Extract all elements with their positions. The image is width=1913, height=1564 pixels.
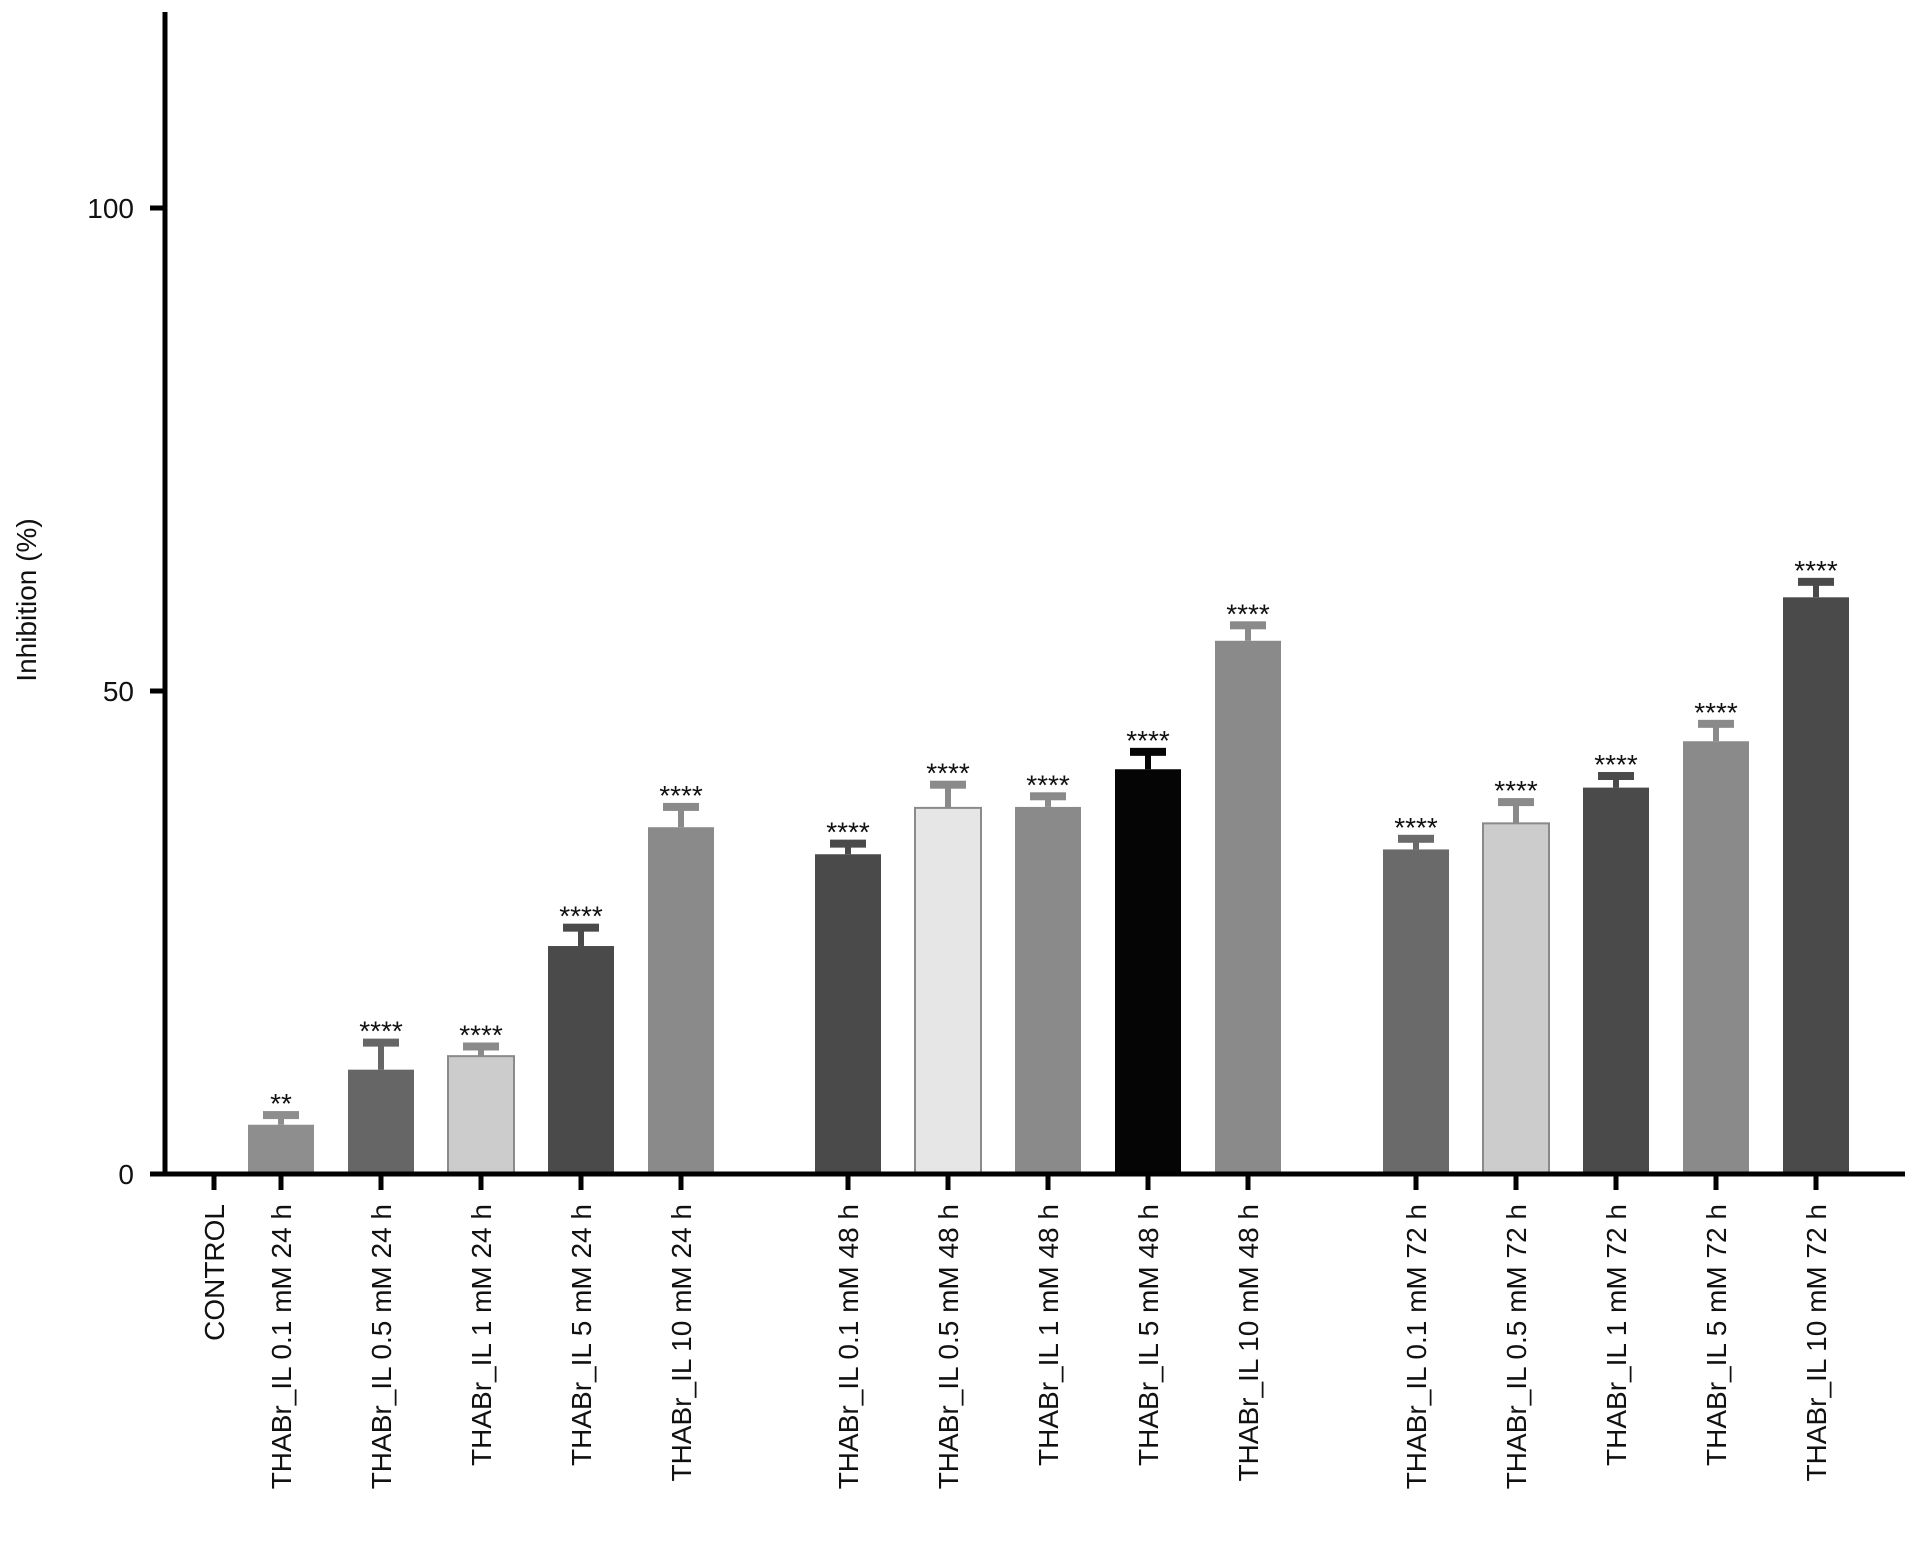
error-bar-cap	[930, 780, 966, 789]
bar	[815, 854, 881, 1174]
category-label: THABr_IL 0.1 mM 72 h	[1401, 1204, 1432, 1489]
significance-label: **	[270, 1088, 292, 1119]
category-label: THABr_IL 0.5 mM 24 h	[366, 1204, 397, 1489]
bar	[447, 1055, 515, 1175]
x-ticks-layer	[211, 1174, 1819, 1190]
y-axis-title: Inhibition (%)	[11, 518, 42, 681]
significance-label: ****	[1694, 697, 1738, 728]
significance-label: ****	[926, 758, 970, 789]
bar	[914, 806, 982, 1175]
significance-label: ****	[659, 780, 703, 811]
category-label: THABr_IL 10 mM 72 h	[1801, 1204, 1832, 1482]
error-bar-cap	[1398, 834, 1434, 843]
bar	[648, 827, 714, 1174]
error-bar-cap	[1230, 621, 1266, 630]
category-label: THABr_IL 10 mM 24 h	[666, 1204, 697, 1482]
significance-label: ****	[826, 817, 870, 848]
category-label: THABr_IL 1 mM 72 h	[1601, 1204, 1632, 1466]
y-tick-label: 50	[103, 676, 134, 707]
category-label: CONTROL	[199, 1204, 230, 1341]
bar	[1115, 769, 1181, 1174]
error-bar-cap	[563, 923, 599, 932]
significance-label: ****	[1794, 555, 1838, 586]
significance-label: ****	[1226, 598, 1270, 629]
significance-label: ****	[459, 1019, 503, 1050]
error-bar-cap	[463, 1042, 499, 1051]
error-bar-cap	[1130, 747, 1166, 756]
error-bar-cap	[263, 1111, 299, 1120]
error-bars-layer	[263, 577, 1834, 1125]
category-label: THABr_IL 5 mM 48 h	[1133, 1204, 1164, 1466]
error-bar-cap	[1030, 792, 1066, 801]
bar	[1783, 597, 1849, 1174]
error-bar-cap	[363, 1038, 399, 1047]
bar	[248, 1124, 314, 1174]
category-label: THABr_IL 0.1 mM 48 h	[833, 1204, 864, 1489]
significance-label: ****	[1026, 769, 1070, 800]
error-bar-cap	[663, 802, 699, 811]
bars-layer	[248, 597, 1849, 1175]
y-tick-label: 0	[118, 1159, 134, 1190]
category-label: THABr_IL 1 mM 48 h	[1033, 1204, 1064, 1466]
bar	[1015, 806, 1081, 1174]
significance-label: ****	[1394, 812, 1438, 843]
error-bar-cap	[1698, 719, 1734, 728]
error-bar-cap	[1498, 798, 1534, 807]
bar	[1383, 849, 1449, 1174]
significance-label: ****	[559, 901, 603, 932]
category-label: THABr_IL 0.1 mM 24 h	[266, 1204, 297, 1489]
significance-layer: ****** ******************** **************…	[270, 555, 1838, 1119]
error-bar-cap	[1798, 577, 1834, 586]
category-label: THABr_IL 10 mM 48 h	[1233, 1204, 1264, 1482]
category-labels-layer: CONTROL THABr_IL 0.1 mM 24 h THABr_IL 0.5 …	[199, 1204, 1832, 1489]
bar	[548, 946, 614, 1174]
error-bar-cap	[830, 839, 866, 848]
bar	[1482, 822, 1550, 1175]
significance-label: ****	[1494, 775, 1538, 806]
significance-label: ****	[1594, 749, 1638, 780]
category-label: THABr_IL 1 mM 24 h	[466, 1204, 497, 1466]
y-ticks-layer: 0 50 100	[87, 193, 165, 1190]
error-bar-cap	[1598, 772, 1634, 781]
bar	[1583, 787, 1649, 1174]
category-label: THABr_IL 0.5 mM 72 h	[1501, 1204, 1532, 1489]
category-label: THABr_IL 0.5 mM 48 h	[933, 1204, 964, 1489]
category-label: THABr_IL 5 mM 24 h	[566, 1204, 597, 1466]
bar	[348, 1069, 414, 1174]
significance-label: ****	[359, 1016, 403, 1047]
bar	[1215, 640, 1281, 1174]
bar	[1683, 741, 1749, 1174]
category-label: THABr_IL 5 mM 72 h	[1701, 1204, 1732, 1466]
significance-label: ****	[1126, 725, 1170, 756]
y-tick-label: 100	[87, 193, 134, 224]
